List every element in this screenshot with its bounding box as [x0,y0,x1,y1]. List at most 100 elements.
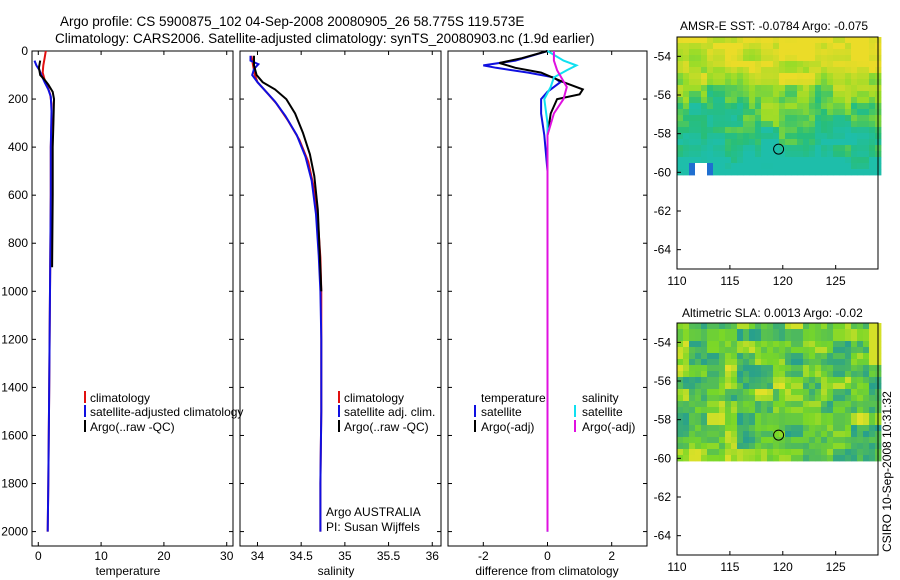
map-cell [689,151,696,158]
map-cell [755,139,762,146]
map-cell [785,371,792,378]
map-cell [701,431,708,438]
map-cell [809,85,816,92]
map-cell [791,323,798,330]
map-cell [833,55,840,62]
map-cell [737,61,744,68]
map-cell [773,121,780,128]
map-cell [755,395,762,402]
map-cell [821,443,828,450]
map-cell [863,455,870,462]
map-cell [761,169,768,176]
map-cell [737,79,744,86]
map-cell [719,121,726,128]
map-cell [815,377,822,384]
map-cell [827,341,834,348]
map-cell [851,413,858,420]
map-cell [725,103,732,110]
map-cell [869,73,876,80]
map-cell [785,55,792,62]
map-cell [869,139,876,146]
map-cell [701,133,708,140]
map-cell [791,389,798,396]
map-cell [791,79,798,86]
map-cell [785,443,792,450]
map-cell [857,163,864,170]
temperature-legend: climatology satellite-adjusted climatolo… [84,391,243,434]
map-cell [713,121,720,128]
map-cell [803,365,810,372]
map-cell [689,49,696,56]
map-cell [725,85,732,92]
map-cell [767,335,774,342]
map-cell [803,151,810,158]
map-cell [863,383,870,390]
map-cell [827,437,834,444]
map-cell [749,395,756,402]
map-cell [701,151,708,158]
map-cell [713,413,720,420]
map-cell [743,49,750,56]
map-cell [713,91,720,98]
map-cell [821,43,828,50]
map-cell [695,55,702,62]
map-cell [791,407,798,414]
map-cell [773,329,780,336]
map-cell [719,97,726,104]
map-cell [797,109,804,116]
map-cell [863,115,870,122]
map-cell [737,169,744,176]
map-cell [809,371,816,378]
map-cell [785,359,792,366]
map-cell [755,163,762,170]
map-cell [827,67,834,74]
map-cell [785,413,792,420]
x-tick-label: -2 [478,549,489,563]
map-cell [773,365,780,372]
map-cell [731,359,738,366]
map-cell [785,389,792,396]
map-cell [767,443,774,450]
map-cell [689,145,696,152]
map-cell [719,341,726,348]
map-cell [791,55,798,62]
map-cell [713,103,720,110]
map-cell [869,133,876,140]
map-cell [839,353,846,360]
series-line-diff-0 [483,50,562,532]
y-tick-label: -56 [654,374,672,388]
map-cell [713,443,720,450]
map-cell [857,437,864,444]
map-cell [713,109,720,116]
header-line-2: Climatology: CARS2006. Satellite-adjuste… [55,31,595,46]
map-cell [791,115,798,122]
map-cell [827,133,834,140]
map-cell [761,365,768,372]
map-cell [851,43,858,50]
map-cell [737,419,744,426]
map-cell [701,73,708,80]
map-cell [797,383,804,390]
map-cell [761,73,768,80]
map-cell [863,443,870,450]
map-cell [857,133,864,140]
map-cell [833,395,840,402]
map-cell [755,169,762,176]
map-cell [779,91,786,98]
map-cell [845,377,852,384]
map-cell [821,79,828,86]
map-cell [743,103,750,110]
map-cell [713,127,720,134]
map-cell [713,395,720,402]
map-cell [713,55,720,62]
map-cell [689,55,696,62]
map-cell [719,371,726,378]
map-cell [767,73,774,80]
map-cell [827,139,834,146]
map-cell [797,359,804,366]
y-tick-label: -56 [654,88,672,102]
map-cell [851,395,858,402]
map-cell [749,151,756,158]
map-cell [785,73,792,80]
map-cell [821,97,828,104]
